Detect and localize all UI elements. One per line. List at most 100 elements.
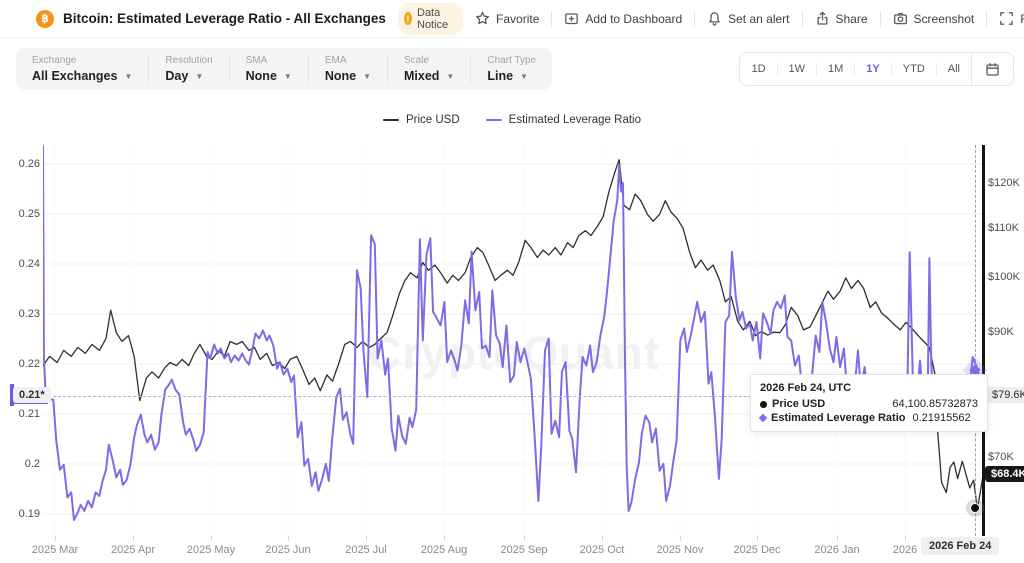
screenshot-button[interactable]: Screenshot bbox=[881, 11, 987, 26]
x-tick bbox=[680, 536, 681, 541]
y-axis-left-tick: 0.21 bbox=[18, 408, 40, 420]
sma-dropdown[interactable]: SMA None ▼ bbox=[246, 55, 309, 83]
page-title: Bitcoin: Estimated Leverage Ratio - All … bbox=[63, 11, 386, 26]
range-1d[interactable]: 1D bbox=[751, 63, 766, 75]
price-point-marker bbox=[970, 503, 980, 513]
x-axis-tick: 2025 Aug bbox=[420, 544, 468, 556]
chart-tooltip: 2026 Feb 24, UTC Price USD 64,100.857328… bbox=[750, 374, 988, 432]
exchange-dropdown[interactable]: Exchange All Exchanges ▼ bbox=[32, 55, 150, 83]
plot-area[interactable] bbox=[43, 145, 983, 536]
resolution-dropdown[interactable]: Resolution Day ▼ bbox=[165, 55, 230, 83]
tooltip-leverage-row: Estimated Leverage Ratio 0.21915562 bbox=[758, 412, 978, 424]
x-axis-tick: 2025 Oct bbox=[579, 544, 625, 556]
exchange-value: All Exchanges bbox=[32, 69, 118, 83]
range-1w[interactable]: 1W bbox=[788, 63, 806, 75]
x-axis-tick: 2025 Mar bbox=[31, 544, 79, 556]
range-1y[interactable]: 1Y bbox=[866, 63, 880, 75]
divider bbox=[694, 10, 696, 27]
legend-item-price[interactable]: Price USD bbox=[382, 114, 460, 126]
x-axis-tick: 2025 May bbox=[186, 544, 236, 556]
crosshair-vertical bbox=[975, 145, 976, 536]
tooltip-price-label: Price USD bbox=[772, 398, 826, 410]
x-axis-date-badge: 2026 Feb 24 bbox=[921, 537, 1000, 555]
x-tick bbox=[524, 536, 525, 541]
gridlines-vertical bbox=[54, 145, 906, 536]
chart-header: ฿ Bitcoin: Estimated Leverage Ratio - Al… bbox=[0, 0, 1024, 38]
fullscreen-button[interactable]: Full bbox=[987, 11, 1024, 26]
x-tick bbox=[905, 536, 906, 541]
divider bbox=[879, 10, 881, 27]
divider bbox=[935, 62, 937, 76]
chevron-down-icon: ▼ bbox=[283, 71, 292, 81]
legend-swatch-leverage bbox=[485, 118, 502, 122]
x-tick bbox=[837, 536, 838, 541]
add-to-dashboard-label: Add to Dashboard bbox=[585, 11, 683, 26]
y-axis-right-tick: $90K bbox=[988, 326, 1014, 338]
y-axis-left-tick: 0.23 bbox=[18, 308, 40, 320]
x-axis-tick: 2025 Jun bbox=[265, 544, 311, 556]
legend-swatch-price bbox=[382, 118, 399, 122]
range-ytd[interactable]: YTD bbox=[902, 63, 925, 75]
data-notice-badge[interactable]: ! Data Notice bbox=[397, 2, 464, 35]
scale-label: Scale bbox=[403, 55, 429, 66]
divider bbox=[854, 62, 856, 76]
y-axis-left-tick: 0.2 bbox=[24, 458, 40, 470]
bitcoin-icon: ฿ bbox=[36, 9, 54, 28]
x-tick bbox=[288, 536, 289, 541]
set-alert-label: Set an alert bbox=[728, 11, 790, 26]
y-axis-right-tick: $100K bbox=[988, 271, 1020, 283]
resolution-label: Resolution bbox=[165, 55, 213, 66]
y-axis-right-tick: $120K bbox=[988, 177, 1020, 189]
leverage-diamond-icon bbox=[758, 413, 768, 423]
sma-label: SMA bbox=[245, 55, 268, 66]
x-tick bbox=[366, 536, 367, 541]
chevron-down-icon: ▼ bbox=[446, 71, 455, 81]
scale-value: Mixed bbox=[403, 69, 440, 83]
divider bbox=[890, 62, 892, 76]
x-tick bbox=[211, 536, 212, 541]
calendar-icon bbox=[986, 62, 999, 76]
x-tick bbox=[602, 536, 603, 541]
range-1m[interactable]: 1M bbox=[828, 63, 844, 75]
ema-dropdown[interactable]: EMA None ▼ bbox=[325, 55, 388, 83]
gridlines bbox=[43, 163, 983, 515]
share-button[interactable]: Share bbox=[803, 11, 880, 26]
chart-type-dropdown[interactable]: Chart Type Line ▼ bbox=[487, 55, 536, 83]
resolution-value: Day bbox=[165, 69, 189, 83]
x-tick bbox=[444, 536, 445, 541]
warning-icon: ! bbox=[403, 12, 412, 25]
exchange-label: Exchange bbox=[32, 55, 77, 66]
x-tick bbox=[133, 536, 134, 541]
x-axis-tick: 2025 Dec bbox=[733, 544, 781, 556]
share-label: Share bbox=[835, 11, 868, 26]
legend-item-leverage[interactable]: Estimated Leverage Ratio bbox=[485, 114, 641, 126]
set-alert-button[interactable]: Set an alert bbox=[695, 11, 801, 26]
legend-label-leverage: Estimated Leverage Ratio bbox=[508, 114, 641, 126]
scale-dropdown[interactable]: Scale Mixed ▼ bbox=[403, 55, 472, 83]
range-all[interactable]: All bbox=[947, 63, 960, 75]
header-actions: Favorite Add to Dashboard Set an alert S… bbox=[463, 0, 1024, 37]
crosshair-horizontal bbox=[43, 396, 982, 397]
sma-value: None bbox=[245, 69, 277, 83]
divider bbox=[801, 10, 803, 27]
divider bbox=[816, 62, 818, 76]
y-axis-left-tick: 0.22 bbox=[18, 358, 40, 370]
x-axis-tick: 2026 Jan bbox=[814, 544, 860, 556]
y-axis-left-tick: 0.19 bbox=[18, 508, 40, 520]
left-axis-crosshair-badge: 0.21* bbox=[13, 387, 51, 403]
chart-canvas[interactable]: Price USD Estimated Leverage Ratio Crypt… bbox=[0, 100, 1024, 563]
screenshot-label: Screenshot bbox=[913, 11, 975, 26]
leverage-line bbox=[43, 145, 983, 521]
tooltip-price-row: Price USD 64,100.85732873 bbox=[760, 398, 978, 410]
y-axis-right-tick: $110K bbox=[988, 222, 1019, 234]
tooltip-leverage-value: 0.21915562 bbox=[912, 412, 971, 424]
favorite-button[interactable]: Favorite bbox=[463, 11, 551, 26]
calendar-button[interactable] bbox=[971, 53, 1013, 85]
fullscreen-icon bbox=[1000, 12, 1014, 25]
divider bbox=[776, 62, 778, 76]
tooltip-leverage-label: Estimated Leverage Ratio bbox=[771, 412, 906, 424]
chart-type-value: Line bbox=[487, 69, 514, 83]
left-badge-bracket bbox=[10, 384, 14, 406]
chevron-down-icon: ▼ bbox=[195, 71, 204, 81]
add-to-dashboard-button[interactable]: Add to Dashboard bbox=[552, 11, 694, 26]
